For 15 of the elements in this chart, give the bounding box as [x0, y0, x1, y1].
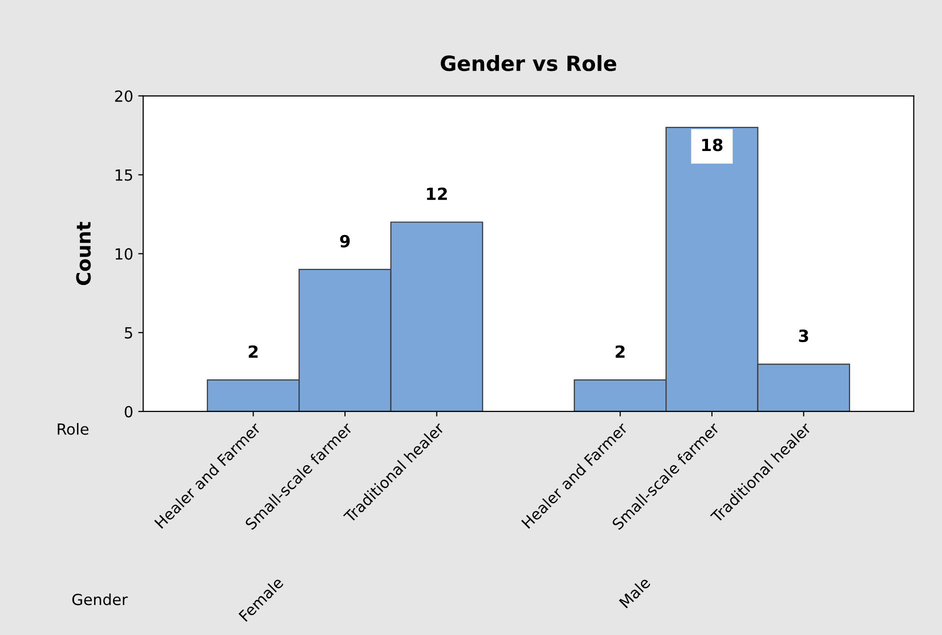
data-label: 18 [702, 138, 722, 152]
data-label: 12 [427, 188, 447, 200]
data-label: 2 [248, 345, 258, 358]
data-label: 3 [798, 330, 808, 342]
y-tick-label: 10 [116, 248, 132, 260]
y-tick-label: 5 [124, 327, 132, 339]
y-axis-title: Count [76, 222, 91, 286]
data-label: 9 [340, 234, 350, 248]
chart-title: Gender vs Role [440, 55, 616, 72]
y-tick-label: 0 [124, 406, 132, 418]
data-label: 2 [616, 345, 625, 358]
y-tick-label: 20 [115, 90, 132, 102]
y-tick-label: 15 [116, 169, 132, 181]
text: Role [58, 423, 88, 435]
text: Gender [72, 593, 128, 606]
